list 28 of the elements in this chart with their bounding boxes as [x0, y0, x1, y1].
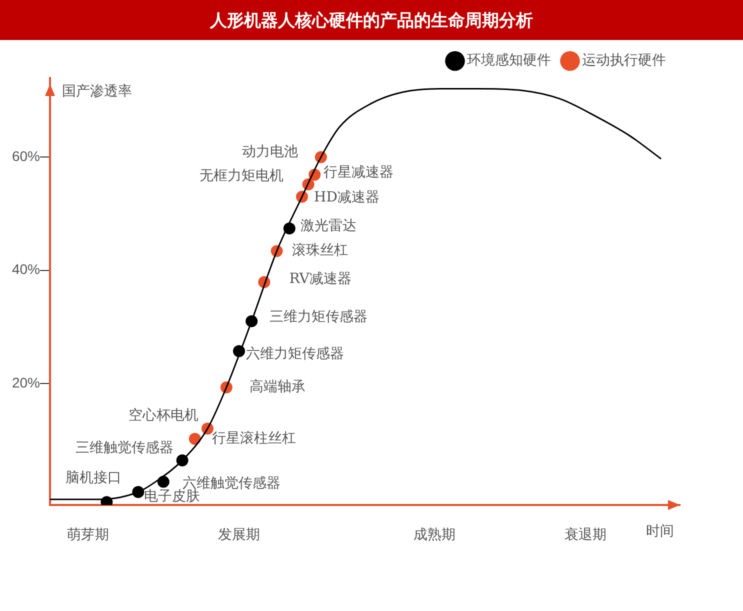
x-tick-label: 发展期	[218, 527, 260, 544]
annotation: 高端轴承	[249, 379, 306, 396]
x-axis-title: 时间	[646, 524, 674, 540]
chart-title: 人形机器人核心硬件的产品的生命周期分析	[0, 0, 743, 40]
legend-label: 运动执行硬件	[582, 52, 666, 69]
y-tick-label: 20%	[12, 374, 40, 390]
x-tick-label: 萌芽期	[66, 527, 109, 544]
annotation: 三维力矩传感器	[270, 308, 368, 325]
point	[157, 476, 170, 488]
annotation: 无框力矩电机	[199, 168, 284, 184]
y-axis-title: 国产渗透率	[62, 84, 132, 100]
y-tick-label: 60%	[12, 148, 40, 164]
annotation: 空心杯电机	[128, 407, 198, 424]
x-tick-label: 成熟期	[413, 527, 456, 544]
annotation: 行星减速器	[324, 164, 394, 180]
annotation: HD减速器	[314, 189, 380, 206]
annotation: 行星滚柱丝杠	[212, 430, 296, 446]
x-tick-label: 衰退期	[564, 527, 606, 544]
annotation: 脑机接口	[66, 470, 122, 486]
annotation: 三维触觉传感器	[75, 440, 174, 456]
annotation: 滚珠丝杠	[292, 242, 348, 259]
annotation: RV减速器	[289, 270, 352, 287]
legend-label: 环境感知硬件	[467, 52, 551, 69]
annotation: 激光雷达	[300, 218, 356, 234]
annotation: 六维力矩传感器	[246, 346, 344, 362]
y-tick-label: 40%	[12, 261, 40, 278]
annotation: 动力电池	[242, 144, 298, 160]
annotation: 电子皮肤	[144, 488, 200, 505]
